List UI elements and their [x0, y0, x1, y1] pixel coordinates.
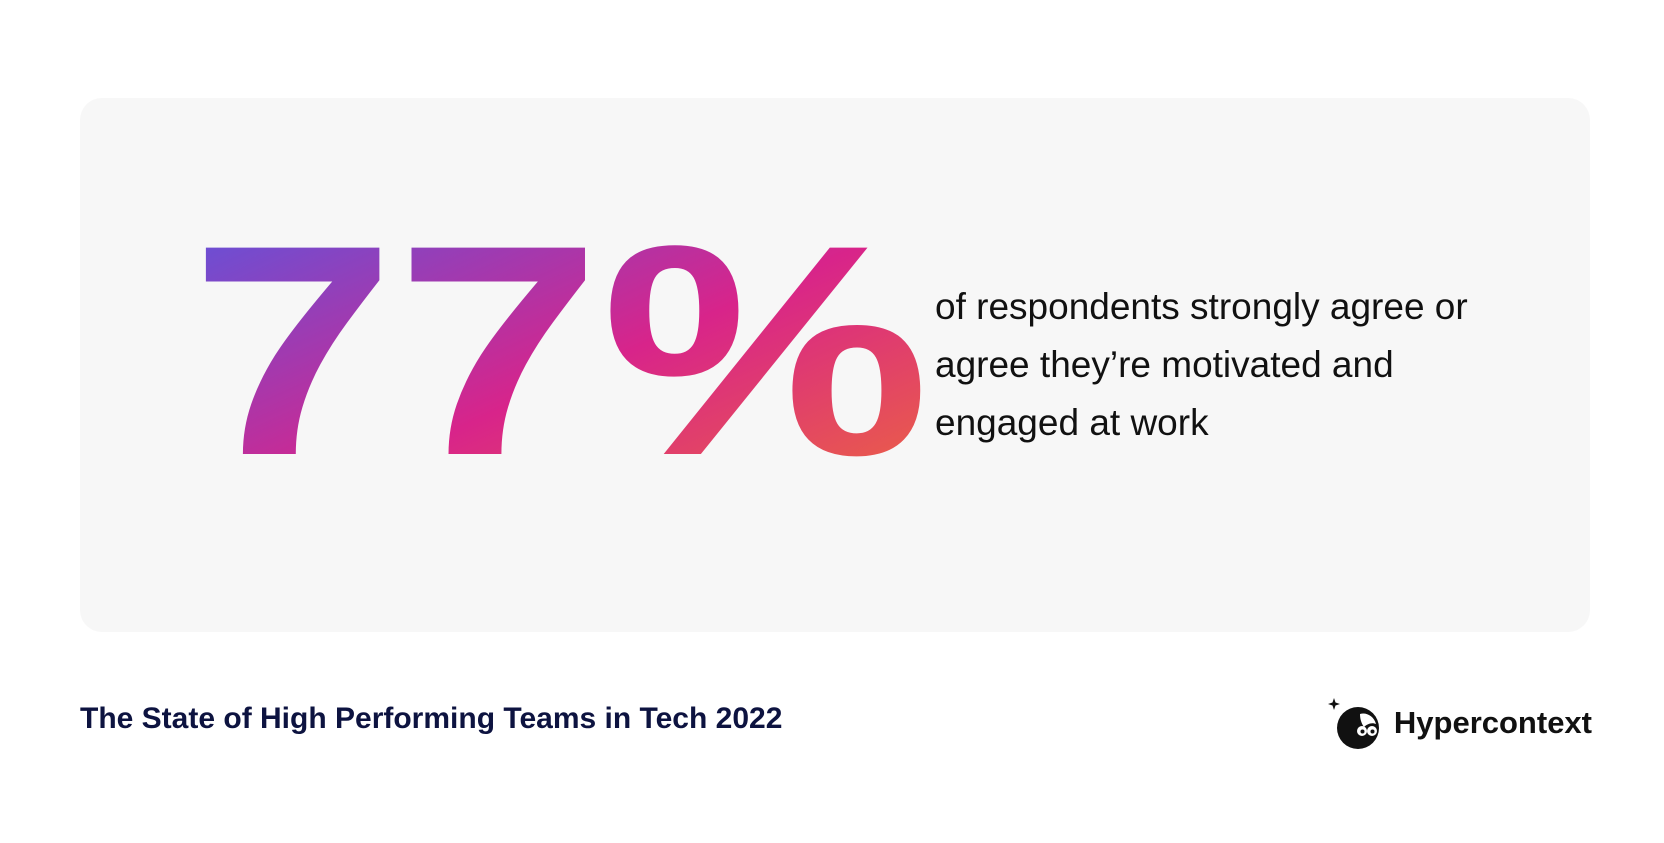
hypercontext-logo-icon	[1327, 698, 1379, 749]
report-title: The State of High Performing Teams in Te…	[80, 702, 783, 735]
stat-value-text: 77%	[190, 228, 930, 488]
stat-value: 77%	[190, 228, 950, 488]
stat-card: 77% of respondents strongly agree or agr…	[80, 98, 1590, 632]
brand-name: Hypercontext	[1393, 705, 1592, 740]
brand: Hypercontext	[1326, 694, 1592, 752]
stat-description: of respondents strongly agree or agree t…	[935, 286, 1468, 443]
stat-value-graphic: 77%	[190, 228, 930, 488]
